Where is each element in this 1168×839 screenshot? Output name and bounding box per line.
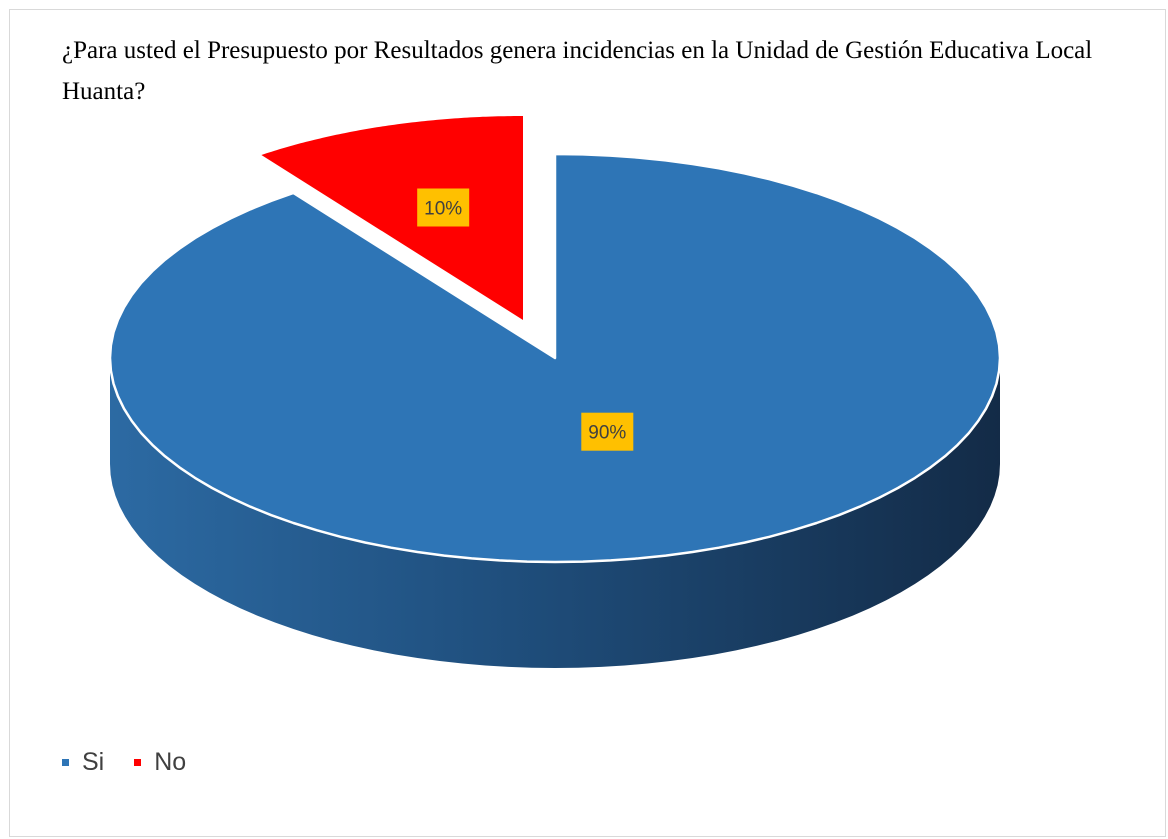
legend-label-si: Si [82, 748, 105, 776]
legend-item-no: No [134, 748, 186, 777]
data-label-si-text: 90% [588, 423, 626, 444]
legend-swatch-si [62, 759, 69, 766]
legend: Si No [62, 748, 216, 777]
data-label-si-bg [581, 412, 634, 451]
data-label-no-bg [417, 188, 470, 227]
slice-no-top [261, 116, 523, 320]
pie-slices [108, 116, 1002, 668]
data-label-no: 10% [417, 188, 470, 227]
data-label-no-text: 10% [424, 199, 462, 220]
slice-si-side [110, 358, 1000, 668]
data-label-si: 90% [581, 412, 634, 451]
slice-no [261, 116, 523, 320]
pie-data-labels: 10% 90% [417, 188, 634, 451]
slice-si [108, 152, 1002, 668]
legend-item-si: Si [62, 748, 104, 777]
legend-label-no: No [154, 748, 187, 776]
legend-swatch-no [134, 759, 142, 766]
chart-title: ¿Para usted el Presupuesto por Resultado… [62, 37, 1093, 105]
slice-si-top [108, 152, 1002, 564]
